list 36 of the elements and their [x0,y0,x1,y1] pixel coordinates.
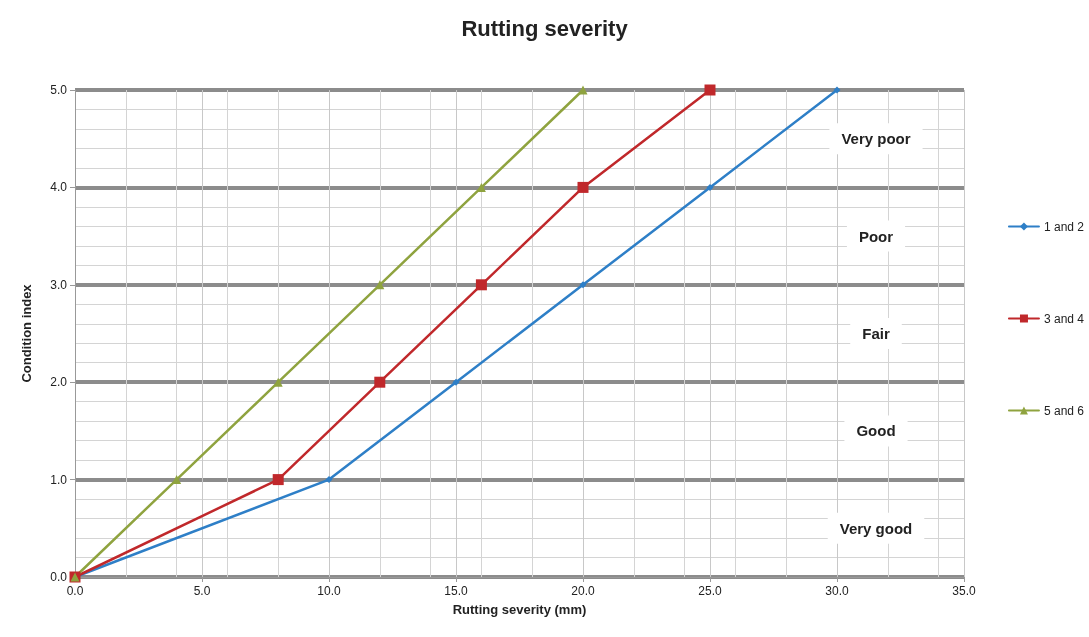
y-tick-label: 1.0 [50,472,68,487]
y-tick-label: 5.0 [50,83,68,97]
point [577,181,589,193]
legend-label: 1 and 2 [1043,219,1085,234]
point [706,183,714,191]
y-tick-label: 3.0 [50,277,68,292]
point [374,376,386,388]
annotation: Good [856,422,896,440]
x-tick-label: 5.0 [193,584,211,598]
x-tick-label: 35.0 [952,584,976,598]
legend-label: 5 and 6 [1043,403,1085,418]
y-tick-label: 4.0 [50,180,68,195]
annotation: Poor [858,227,894,245]
x-tick-label: 30.0 [825,584,849,598]
point [475,279,487,291]
point [833,86,841,94]
x-tick-label: 25.0 [698,584,722,598]
x-tick-label: 0.0 [66,584,84,598]
y-tick-label: 0.0 [50,570,68,584]
x-tick-label: 10.0 [317,584,341,598]
annotation: Very poor [841,130,911,148]
y-tick-label: 2.0 [50,375,68,390]
chart-title: Rutting severity [461,15,629,41]
x-axis-title: Rutting severity (mm) [452,602,587,617]
point [325,476,333,484]
x-tick-label: 15.0 [444,584,468,598]
point [704,84,716,96]
point [272,474,284,486]
point [579,281,587,289]
point [452,378,460,386]
x-tick-label: 20.0 [571,584,595,598]
legend-label: 3 and 4 [1043,311,1085,326]
annotation: Very good [839,519,913,537]
point [172,475,182,485]
annotation: Fair [862,325,890,342]
y-axis-title: Condition index [19,283,34,383]
